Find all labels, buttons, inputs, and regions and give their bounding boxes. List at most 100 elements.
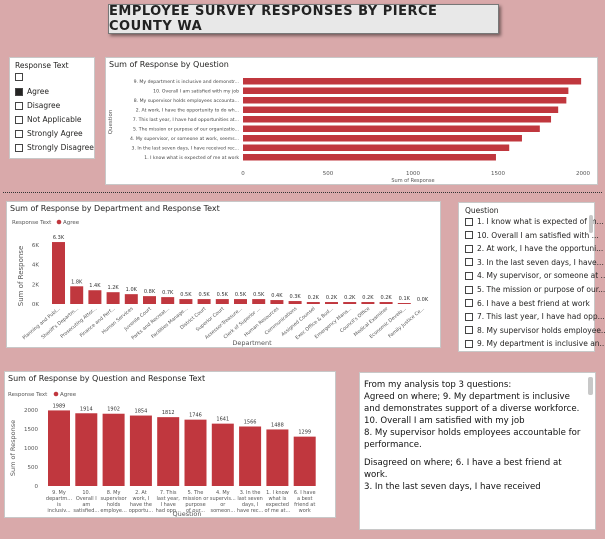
- bar[interactable]: [243, 144, 510, 152]
- checkbox[interactable]: [465, 326, 473, 335]
- category-label: what is: [268, 496, 286, 502]
- response-option[interactable]: Disagree: [15, 101, 60, 110]
- bar[interactable]: [361, 302, 375, 304]
- bar[interactable]: [288, 301, 302, 304]
- y-tick-label: 2K: [32, 282, 39, 288]
- question-option-label: 10. Overall I am satisfied with ...: [477, 230, 599, 240]
- y-axis-title: Sum of Response: [17, 246, 25, 307]
- bar[interactable]: [252, 299, 266, 304]
- bar[interactable]: [266, 429, 289, 486]
- category-label: 10.: [82, 490, 90, 496]
- category-label: purpose: [185, 502, 205, 508]
- category-label: departm...: [46, 496, 73, 502]
- question-option[interactable]: 8. My supervisor holds employee...: [465, 326, 605, 335]
- question-option[interactable]: 4. My supervisor, or someone at ...: [465, 271, 605, 280]
- question-slicer-scrollbar[interactable]: [589, 215, 593, 233]
- checkbox[interactable]: [465, 299, 473, 308]
- response-option[interactable]: [15, 73, 27, 81]
- question-option[interactable]: 5. The mission or purpose of our...: [465, 285, 605, 294]
- bar[interactable]: [70, 286, 84, 304]
- question-option[interactable]: 2. At work, I have the opportuni...: [465, 244, 603, 253]
- response-option[interactable]: Agree: [15, 87, 49, 96]
- bar[interactable]: [243, 116, 552, 123]
- checkbox[interactable]: [15, 143, 23, 152]
- bar[interactable]: [243, 125, 540, 133]
- data-label: 0.5K: [253, 292, 265, 298]
- question-option[interactable]: 6. I have a best friend at work: [465, 299, 590, 308]
- category-label: work: [299, 508, 311, 514]
- bar[interactable]: [243, 87, 569, 95]
- bar[interactable]: [48, 410, 70, 486]
- bar[interactable]: [243, 106, 559, 114]
- question-option[interactable]: 1. I know what is expected of m...: [465, 217, 604, 226]
- checkbox[interactable]: [465, 285, 473, 294]
- data-label: 1989: [53, 403, 66, 409]
- bar[interactable]: [102, 413, 125, 486]
- checkbox[interactable]: [15, 87, 23, 96]
- bar[interactable]: [124, 294, 138, 304]
- checkbox[interactable]: [465, 217, 473, 226]
- bar[interactable]: [343, 302, 357, 304]
- checkbox[interactable]: [465, 231, 473, 240]
- checkbox[interactable]: [465, 271, 473, 280]
- bar[interactable]: [88, 290, 102, 304]
- bar[interactable]: [52, 242, 65, 304]
- bar[interactable]: [293, 436, 316, 486]
- bar[interactable]: [239, 426, 262, 486]
- bar[interactable]: [270, 300, 284, 304]
- question-option[interactable]: 9. My department is inclusive an...: [465, 339, 605, 348]
- checkbox[interactable]: [15, 73, 23, 81]
- response-option[interactable]: Strongly Agree: [15, 129, 83, 138]
- checkbox[interactable]: [15, 115, 23, 124]
- response-option[interactable]: Strongly Disagree: [15, 143, 94, 152]
- y-tick-label: 500: [28, 465, 39, 471]
- textbox-scrollbar[interactable]: [588, 377, 593, 395]
- question-option[interactable]: 10. Overall I am satisfied with ...: [465, 231, 599, 240]
- category-label: 2. At: [135, 490, 147, 496]
- bar[interactable]: [143, 296, 156, 304]
- bar[interactable]: [179, 299, 193, 304]
- bar[interactable]: [243, 135, 522, 142]
- response-option-label: Not Applicable: [27, 115, 82, 124]
- bar[interactable]: [211, 423, 234, 486]
- bar[interactable]: [157, 417, 180, 486]
- question-option[interactable]: 7. This last year, I have had opp...: [465, 312, 605, 321]
- category-label: mission or: [183, 496, 210, 502]
- legend-marker: [56, 219, 62, 225]
- question-option-label: 7. This last year, I have had opp...: [477, 312, 605, 322]
- x-tick-label: 0: [241, 171, 245, 177]
- bar[interactable]: [243, 97, 567, 104]
- checkbox[interactable]: [465, 312, 473, 321]
- category-label: supervis...: [210, 496, 236, 502]
- bar[interactable]: [243, 78, 582, 85]
- bar[interactable]: [234, 299, 247, 304]
- category-label: friend at: [294, 502, 315, 508]
- category-label: 8. My supervisor holds employees account…: [134, 98, 239, 104]
- bar[interactable]: [325, 302, 338, 304]
- checkbox[interactable]: [15, 101, 23, 110]
- category-label: Council's Office: [339, 306, 371, 334]
- checkbox[interactable]: [465, 339, 473, 348]
- bar[interactable]: [306, 302, 320, 304]
- question-option-label: 5. The mission or purpose of our...: [477, 285, 605, 294]
- bar[interactable]: [161, 297, 175, 304]
- bar[interactable]: [75, 413, 98, 486]
- response-option[interactable]: Not Applicable: [15, 115, 82, 124]
- data-label: 1.2K: [107, 285, 119, 291]
- bar[interactable]: [215, 299, 229, 304]
- question-option[interactable]: 3. In the last seven days, I have...: [465, 258, 604, 267]
- bar[interactable]: [197, 299, 211, 304]
- checkbox[interactable]: [15, 129, 23, 138]
- checkbox[interactable]: [465, 244, 473, 253]
- bar[interactable]: [397, 303, 411, 304]
- question-response-bar-chart: Response Text Agree 0 500 1000 1500 2000 Sum of…: [8, 391, 316, 518]
- bar[interactable]: [106, 292, 120, 304]
- bar[interactable]: [184, 419, 207, 486]
- checkbox[interactable]: [465, 258, 473, 267]
- bar[interactable]: [129, 415, 152, 486]
- category-label: had opp...: [156, 508, 182, 514]
- bar[interactable]: [379, 302, 393, 304]
- bar[interactable]: [243, 154, 496, 161]
- data-label: 1746: [189, 413, 202, 419]
- data-label: 6.3K: [53, 235, 65, 241]
